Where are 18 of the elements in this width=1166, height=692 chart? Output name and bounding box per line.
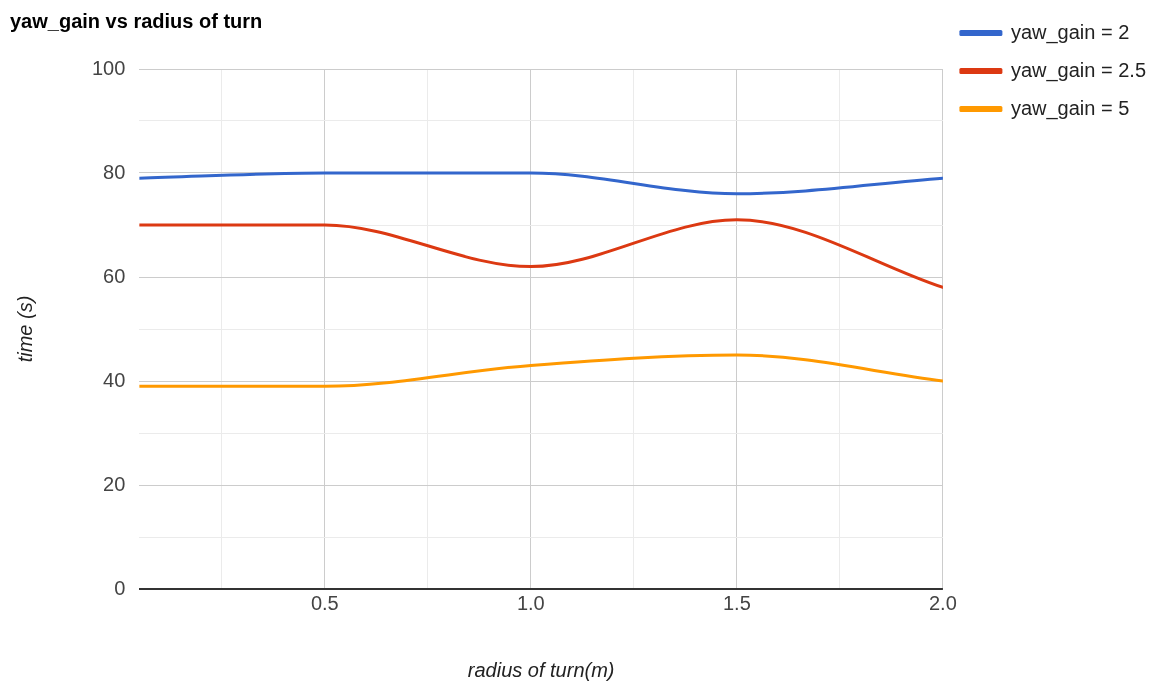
chart-title: yaw_gain vs radius of turn: [10, 9, 263, 32]
y-tick-label: 60: [103, 264, 126, 287]
x-axis-title: radius of turn(m): [467, 658, 615, 681]
y-tick-label: 40: [103, 368, 126, 391]
line-series: [139, 218, 943, 289]
x-tick-label: 1.5: [722, 591, 751, 614]
legend-label: yaw_gain = 2.5: [1010, 58, 1147, 82]
x-tick-label: 2.0: [929, 591, 957, 614]
legend-label: yaw_gain = 2: [1010, 20, 1130, 44]
legend-label: yaw_gain = 5: [1010, 96, 1130, 120]
y-tick-label: 0: [114, 576, 126, 599]
y-axis-title: time (s): [13, 295, 36, 363]
y-tick-label: 80: [103, 160, 126, 183]
y-tick-label: 20: [103, 472, 126, 495]
line-series: [139, 353, 943, 388]
y-tick-label: 100: [91, 56, 126, 79]
x-tick-label: 0.5: [310, 591, 339, 614]
x-tick-label: 1.0: [516, 591, 545, 614]
